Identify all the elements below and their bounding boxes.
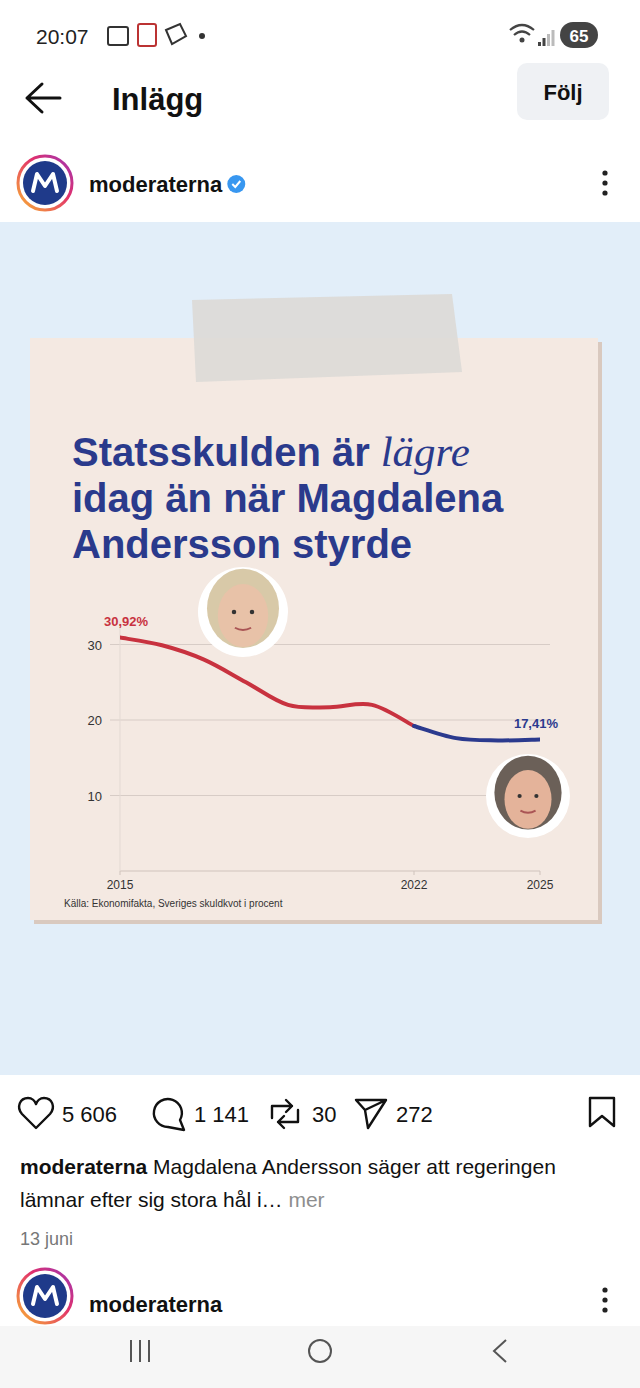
account-name[interactable]: moderaterna: [89, 172, 223, 197]
data-label: 17,41%: [514, 716, 559, 731]
more-dots[interactable]: [602, 1307, 607, 1312]
status-icons: [108, 24, 555, 46]
status-icon: [166, 24, 186, 44]
series-line: [120, 638, 414, 726]
caption-more[interactable]: mer: [283, 1188, 325, 1211]
verified-badge: [227, 175, 245, 193]
nav-back[interactable]: [494, 1340, 506, 1362]
avatar[interactable]: [18, 1269, 72, 1323]
chart-title: Statsskulden är lägre: [72, 428, 470, 475]
x-axis-line: [120, 870, 540, 871]
comment-count: 1 141: [194, 1102, 249, 1127]
portrait-face: [504, 770, 551, 829]
x-tick: [540, 871, 541, 875]
avatar-logo: [33, 174, 57, 191]
portrait-face: [218, 584, 268, 647]
portrait-mouth: [520, 811, 535, 813]
x-tick: [414, 871, 415, 875]
status-time: 20:07: [36, 25, 89, 48]
repost-icon[interactable]: [272, 1100, 298, 1128]
y-tick-label: 10: [88, 789, 102, 804]
nav-recent[interactable]: [139, 1340, 141, 1362]
caption: lämnar efter sig stora hål i… mer: [20, 1188, 325, 1211]
avatar-ring: [18, 1269, 72, 1323]
portrait-outline: [198, 567, 288, 657]
plot-area: [120, 638, 540, 741]
avatar-ring: [18, 156, 72, 210]
card: [30, 338, 598, 920]
grid-line: [110, 720, 550, 721]
back-arrow[interactable]: [27, 84, 60, 112]
signal-bar: [543, 38, 546, 46]
portrait-eye: [232, 610, 237, 615]
caption: moderaterna Magdalena Andersson säger at…: [20, 1155, 556, 1178]
caption-account[interactable]: moderaterna: [20, 1155, 148, 1178]
caption-text: Magdalena Andersson säger att regeringen: [147, 1155, 556, 1178]
battery-level: 65: [570, 27, 589, 46]
follow-button-bg: [517, 63, 609, 120]
battery-pill: [560, 22, 598, 48]
post-date: 13 juni: [20, 1229, 73, 1249]
more-dots[interactable]: [602, 1297, 607, 1302]
follow-label[interactable]: Följ: [543, 80, 582, 105]
nav-home[interactable]: [309, 1340, 331, 1362]
avatar[interactable]: [18, 156, 72, 210]
data-label: 30,92%: [104, 614, 149, 629]
share-count: 272: [396, 1102, 433, 1127]
follow-button[interactable]: Följ: [517, 63, 609, 120]
image-background: [0, 222, 640, 1075]
wifi-icon: [510, 25, 534, 35]
nav-recent[interactable]: [130, 1340, 132, 1362]
screen: 20:07 65 Inlägg Följ moderaterna Statsskulden…: [0, 0, 640, 1388]
status-dot: [199, 33, 205, 39]
y-axis-line: [120, 622, 121, 871]
share-icon[interactable]: [356, 1100, 386, 1128]
more-dots[interactable]: [602, 190, 607, 195]
top-background: [0, 0, 640, 222]
portrait-mouth: [235, 628, 251, 630]
x-tick: [120, 871, 121, 875]
x-tick-label: 2022: [401, 878, 428, 892]
status-icon: [108, 27, 128, 45]
header-title: Inlägg: [112, 82, 203, 117]
portrait: [198, 567, 288, 657]
repost-count: 30: [312, 1102, 336, 1127]
comment-icon[interactable]: [154, 1099, 184, 1130]
y-tick-label: 30: [88, 638, 102, 653]
bookmark-icon[interactable]: [590, 1098, 614, 1126]
signal-bar: [547, 34, 550, 46]
next-account-name[interactable]: moderaterna: [89, 1292, 223, 1317]
avatar-disc: [23, 1274, 67, 1318]
portrait: [486, 754, 570, 838]
like-count: 5 606: [62, 1102, 117, 1127]
signal-bar: [552, 30, 555, 46]
x-tick-label: 2015: [107, 878, 134, 892]
like-icon[interactable]: [19, 1098, 53, 1128]
nav-recent[interactable]: [148, 1340, 150, 1362]
more-dots[interactable]: [602, 170, 607, 175]
signal-bar: [538, 42, 541, 46]
grid-line: [110, 795, 550, 796]
more-dots[interactable]: [602, 1287, 607, 1292]
portrait-outline: [486, 754, 570, 838]
chart-title: Andersson styrde: [72, 522, 412, 566]
portrait-eye: [250, 610, 255, 615]
portrait-eye: [534, 794, 538, 798]
source-note: Källa: Ekonomifakta, Sveriges skuldkvot …: [64, 898, 283, 909]
x-tick-label: 2025: [527, 878, 554, 892]
portrait-hair: [207, 569, 279, 648]
avatar-disc: [23, 161, 67, 205]
grid-line: [110, 644, 550, 645]
chart-title: idag än när Magdalena: [72, 476, 504, 520]
verified-check: [232, 181, 240, 187]
status-icon: [138, 24, 156, 46]
tape: [192, 294, 462, 382]
more-dots[interactable]: [602, 180, 607, 185]
nav-bar: [0, 1326, 640, 1388]
portrait-hair: [494, 756, 561, 830]
portrait-eye: [518, 794, 522, 798]
wifi-icon: [520, 38, 525, 43]
avatar-logo: [33, 1287, 57, 1304]
y-tick-label: 20: [88, 713, 102, 728]
